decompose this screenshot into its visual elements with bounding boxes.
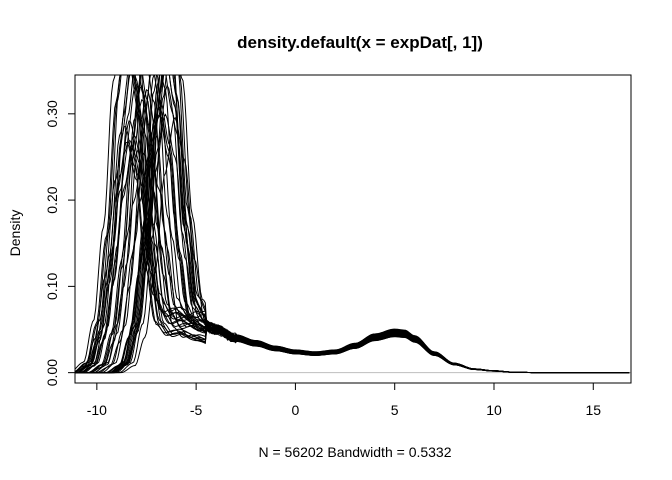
x-tick-label: 5: [391, 402, 399, 418]
x-tick-label: 10: [486, 402, 502, 418]
y-tick-label: 0.00: [44, 359, 60, 386]
x-tick-label: -10: [87, 402, 107, 418]
y-tick-label: 0.10: [44, 273, 60, 300]
plot-frame: [74, 74, 632, 384]
chart-title: density.default(x = expDat[, 1]): [237, 33, 483, 52]
y-tick-label: 0.30: [44, 100, 60, 127]
x-tick-label: -5: [190, 402, 203, 418]
x-tick-label: 0: [292, 402, 300, 418]
density-curves: [75, 75, 631, 374]
x-tick-label: 15: [585, 402, 601, 418]
density-series-line: [75, 134, 630, 374]
density-series-line: [75, 75, 630, 374]
y-tick-label: 0.20: [44, 186, 60, 213]
x-axis-label: N = 56202 Bandwidth = 0.5332: [258, 444, 451, 460]
axes: -10 -5 0 5 10 15 0.00 0.10 0.20 0.30: [44, 100, 601, 418]
density-series-line: [75, 75, 630, 374]
y-axis-label: Density: [7, 210, 23, 257]
density-series-line: [75, 75, 630, 374]
